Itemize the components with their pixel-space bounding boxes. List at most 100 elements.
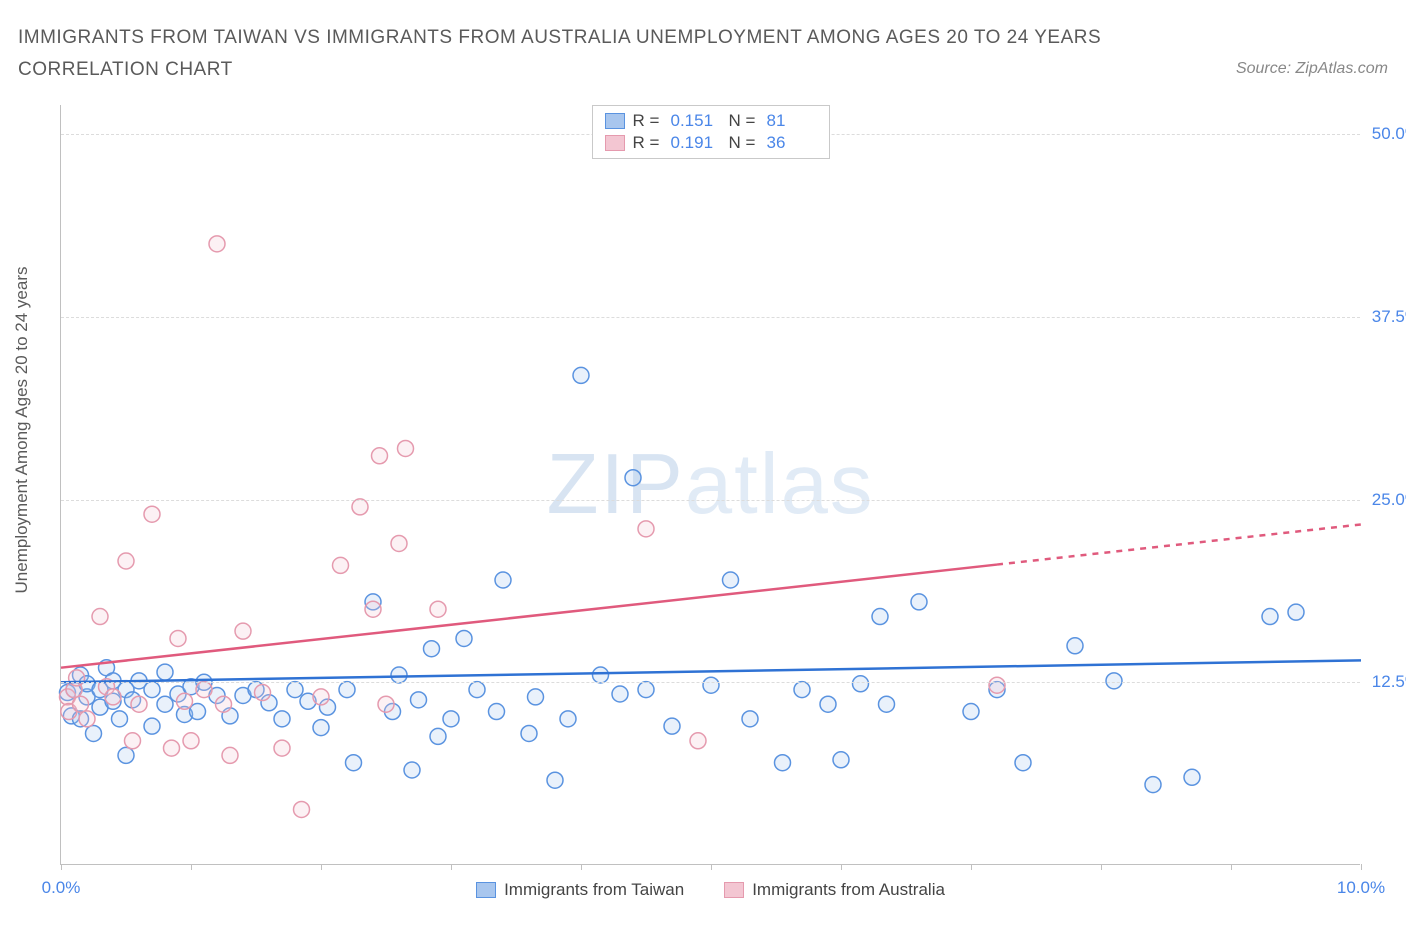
point-taiwan (573, 367, 589, 383)
point-taiwan (638, 682, 654, 698)
y-tick-label: 50.0% (1365, 124, 1406, 144)
point-australia (255, 685, 271, 701)
point-taiwan (1145, 777, 1161, 793)
point-taiwan (593, 667, 609, 683)
trend-line-australia-dashed (997, 524, 1361, 564)
point-taiwan (664, 718, 680, 734)
x-tick (1231, 864, 1232, 870)
point-australia (365, 601, 381, 617)
n-label: N = (729, 111, 759, 131)
point-australia (235, 623, 251, 639)
point-taiwan (339, 682, 355, 698)
point-taiwan (963, 704, 979, 720)
point-taiwan (489, 704, 505, 720)
legend-swatch-taiwan (605, 113, 625, 129)
point-australia (105, 689, 121, 705)
legend-bottom: Immigrants from Taiwan Immigrants from A… (61, 880, 1360, 900)
y-axis-label: Unemployment Among Ages 20 to 24 years (12, 267, 32, 594)
point-taiwan (157, 664, 173, 680)
point-taiwan (833, 752, 849, 768)
point-australia (352, 499, 368, 515)
point-australia (333, 557, 349, 573)
point-australia (690, 733, 706, 749)
legend-swatch-australia (724, 882, 744, 898)
point-taiwan (391, 667, 407, 683)
point-australia (177, 693, 193, 709)
point-australia (183, 733, 199, 749)
point-taiwan (742, 711, 758, 727)
point-australia (989, 677, 1005, 693)
point-australia (378, 696, 394, 712)
x-tick (581, 864, 582, 870)
point-australia (294, 801, 310, 817)
trend-line-australia (61, 565, 997, 668)
y-tick-label: 25.0% (1365, 490, 1406, 510)
legend-stats-row-australia: R = 0.191 N = 36 (605, 132, 817, 154)
point-australia (69, 670, 85, 686)
point-taiwan (313, 720, 329, 736)
legend-stats-box: R = 0.151 N = 81 R = 0.191 N = 36 (592, 105, 830, 159)
point-australia (170, 630, 186, 646)
plot-area: ZIPatlas R = 0.151 N = 81 R = 0.191 N = … (60, 105, 1360, 865)
point-taiwan (1015, 755, 1031, 771)
point-taiwan (723, 572, 739, 588)
legend-item-australia: Immigrants from Australia (724, 880, 945, 900)
point-australia (164, 740, 180, 756)
x-tick (61, 864, 62, 870)
point-taiwan (144, 718, 160, 734)
point-taiwan (794, 682, 810, 698)
point-taiwan (144, 682, 160, 698)
point-australia (125, 733, 141, 749)
point-taiwan (287, 682, 303, 698)
x-tick (841, 864, 842, 870)
point-taiwan (456, 630, 472, 646)
legend-label-taiwan: Immigrants from Taiwan (504, 880, 684, 900)
point-taiwan (118, 747, 134, 763)
point-australia (391, 535, 407, 551)
point-australia (372, 448, 388, 464)
chart-svg (61, 105, 1360, 864)
point-australia (144, 506, 160, 522)
point-australia (222, 747, 238, 763)
point-taiwan (1262, 609, 1278, 625)
point-australia (73, 696, 89, 712)
legend-stats-row-taiwan: R = 0.151 N = 81 (605, 110, 817, 132)
n-label: N = (729, 133, 759, 153)
point-taiwan (521, 725, 537, 741)
point-taiwan (911, 594, 927, 610)
point-australia (196, 682, 212, 698)
point-taiwan (703, 677, 719, 693)
x-tick (451, 864, 452, 870)
n-value-australia: 36 (767, 133, 817, 153)
point-taiwan (469, 682, 485, 698)
r-label: R = (633, 133, 663, 153)
point-australia (398, 440, 414, 456)
point-australia (92, 609, 108, 625)
point-taiwan (879, 696, 895, 712)
point-taiwan (430, 728, 446, 744)
point-taiwan (625, 470, 641, 486)
point-australia (430, 601, 446, 617)
x-tick (971, 864, 972, 870)
point-taiwan (86, 725, 102, 741)
point-taiwan (872, 609, 888, 625)
legend-label-australia: Immigrants from Australia (752, 880, 945, 900)
point-taiwan (547, 772, 563, 788)
r-label: R = (633, 111, 663, 131)
y-tick-label: 37.5% (1365, 307, 1406, 327)
x-tick (321, 864, 322, 870)
point-australia (638, 521, 654, 537)
point-taiwan (1288, 604, 1304, 620)
grid-line (61, 500, 1360, 501)
point-australia (131, 696, 147, 712)
legend-swatch-australia (605, 135, 625, 151)
point-australia (79, 711, 95, 727)
r-value-taiwan: 0.151 (671, 111, 721, 131)
point-taiwan (528, 689, 544, 705)
point-taiwan (560, 711, 576, 727)
grid-line (61, 682, 1360, 683)
point-taiwan (404, 762, 420, 778)
point-taiwan (853, 676, 869, 692)
point-taiwan (346, 755, 362, 771)
x-tick (191, 864, 192, 870)
